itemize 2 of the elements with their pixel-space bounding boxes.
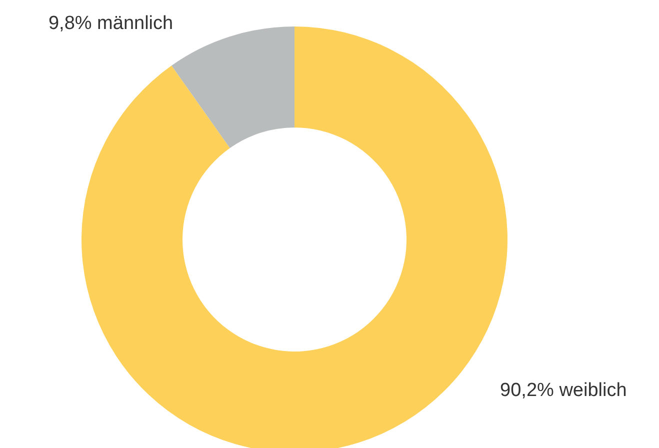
slice-label: 9,8% männlich — [48, 12, 174, 34]
slice-label: 90,2% weiblich — [500, 380, 627, 402]
